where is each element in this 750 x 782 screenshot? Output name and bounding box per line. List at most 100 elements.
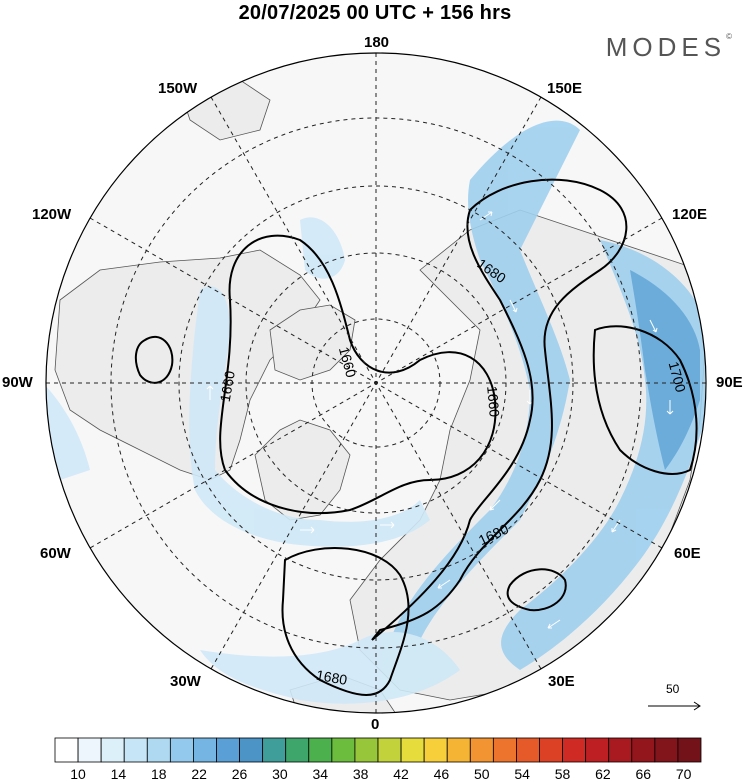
land-arctic-islands [269, 304, 356, 381]
contour-label-1660: 1660 [484, 385, 503, 418]
legend-swatch [469, 737, 494, 763]
legend-tick-label: 34 [312, 766, 329, 782]
contour-low-west [134, 335, 174, 384]
legend-tick-label: 66 [635, 766, 652, 782]
contour-1660 [219, 234, 497, 514]
legend-swatch [654, 737, 679, 763]
map-title: 20/07/2025 00 UTC + 156 hrs [238, 2, 512, 24]
legend-tick-label: 18 [151, 766, 167, 782]
legend-swatch [423, 737, 448, 763]
lon-label-120e: 120E [672, 206, 708, 223]
legend-tick-label: 42 [393, 766, 409, 782]
land-greenland [254, 419, 351, 521]
legend-swatch [308, 737, 333, 763]
legend-swatch [631, 737, 656, 763]
copyright-mark: © [726, 32, 732, 41]
legend-swatch [354, 737, 379, 763]
legend-swatch [516, 737, 540, 763]
map-border [45, 52, 707, 714]
legend-swatch [562, 737, 587, 763]
legend-tick-label: 26 [231, 766, 248, 782]
legend-swatch [446, 737, 471, 763]
lon-label-30e: 30E [548, 673, 575, 690]
lon-label-30w: 30W [170, 673, 201, 690]
color-legend [54, 737, 702, 763]
jet-band-north-pacific [300, 217, 345, 279]
legend-tick-label: 10 [70, 766, 86, 782]
legend-swatch [677, 737, 702, 763]
legend-swatch [100, 737, 125, 763]
lon-label-90w: 90W [2, 374, 33, 391]
jet-band-south [200, 631, 460, 704]
meridian-120 [89, 217, 663, 549]
contour-label-1660: 1660 [217, 369, 238, 403]
legend-swatch [262, 737, 287, 763]
legend-swatch [216, 737, 240, 763]
wind-vector [489, 499, 501, 511]
land-north-america [54, 249, 321, 481]
lon-label-0: 0 [371, 716, 380, 733]
legend-swatch [285, 737, 310, 763]
contour-label-1680: 1680 [315, 667, 349, 688]
contour-label-1700: 1700 [666, 360, 690, 394]
lon-label-150e: 150E [547, 80, 583, 97]
legend-tick-label: 50 [474, 766, 490, 782]
legend-tick-label: 14 [110, 766, 127, 782]
legend-swatch [169, 737, 194, 763]
legend-tick-label: 58 [554, 766, 571, 782]
wind-vector [547, 619, 561, 629]
legend-swatch [608, 737, 633, 763]
legend-swatch [193, 737, 217, 763]
wind-vector [509, 299, 518, 313]
contour-1680-south [281, 547, 410, 696]
legend-tick-label: 70 [675, 766, 692, 782]
legend-swatch [377, 737, 402, 763]
lon-label-60e: 60E [674, 545, 701, 562]
jet-band-east [390, 120, 580, 641]
wind-vector [649, 319, 658, 333]
wind-vector [380, 521, 395, 529]
jet-band-west [189, 286, 430, 547]
legend-tick-label: 54 [514, 766, 530, 782]
wind-vector [206, 385, 214, 400]
legend-swatch [539, 737, 563, 763]
brand-text: MODES [605, 32, 727, 62]
legend-swatch [123, 737, 148, 763]
wind-vector [300, 526, 315, 534]
contour-label-1660: 1660 [336, 345, 360, 379]
latitude-circle [178, 185, 574, 581]
legend-swatch [585, 737, 610, 763]
contour-1680 [371, 178, 628, 641]
contour-low-east [506, 568, 567, 612]
lon-label-120w: 120W [32, 206, 72, 223]
graticule [46, 53, 706, 713]
legend-swatch [54, 737, 79, 763]
legend-tick-label: 46 [433, 766, 450, 782]
lon-label-90e: 90E [716, 374, 743, 391]
reference-vector [648, 701, 701, 711]
wind-speed-shading [46, 120, 705, 704]
lon-label-180: 180 [364, 34, 390, 51]
legend-swatch [146, 737, 171, 763]
legend-swatch [77, 737, 102, 763]
wind-vector [611, 519, 621, 533]
wind-vector [437, 579, 451, 589]
reference-vector-label: 50 [666, 682, 680, 696]
wind-vector [666, 400, 674, 415]
height-contours [134, 178, 698, 696]
jet-core-far-east [630, 270, 700, 470]
legend-swatch [331, 737, 356, 763]
legend-tick-label: 38 [352, 766, 369, 782]
contour-1700 [592, 325, 698, 475]
wind-vector [479, 211, 493, 221]
legend-swatch [400, 737, 425, 763]
lon-label-60w: 60W [40, 545, 71, 562]
lon-label-150w: 150W [158, 80, 198, 97]
legend-swatch [492, 737, 517, 763]
legend-tick-label: 22 [191, 766, 207, 782]
brand-logo: MODES© [606, 32, 732, 63]
legend-swatch [239, 737, 264, 763]
legend-tick-label: 62 [595, 766, 611, 782]
legend-tick-label: 30 [272, 766, 288, 782]
